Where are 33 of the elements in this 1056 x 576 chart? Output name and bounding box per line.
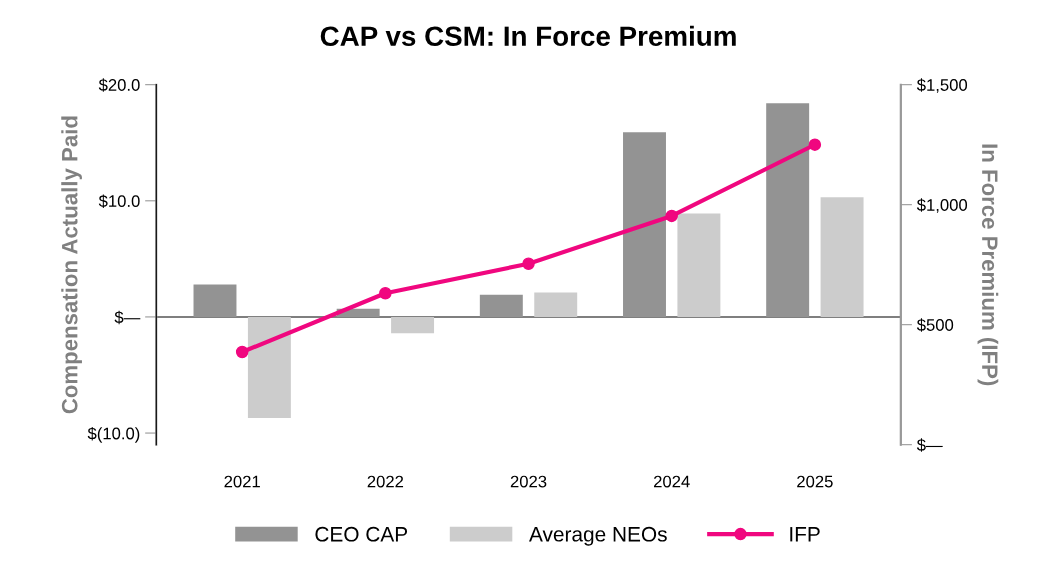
bar — [479, 294, 523, 317]
bar — [193, 284, 237, 317]
x-tick-label: 2021 — [224, 475, 260, 488]
legend-label: CEO CAP — [315, 526, 408, 542]
point — [522, 257, 535, 270]
y-tick-label: $20.0 — [98, 78, 140, 92]
point — [235, 345, 249, 359]
y-tick-label: $(10.0) — [87, 426, 140, 443]
legend-label: Average NEOs — [529, 526, 667, 546]
y-tick-label: $— — [114, 310, 141, 325]
bar — [820, 197, 864, 317]
point — [665, 209, 678, 223]
bar — [391, 316, 435, 334]
y2-tick-label: $500 — [916, 318, 954, 332]
y2-axis-title: In Force Premium (IFP) — [977, 144, 999, 386]
x-tick-label: 2024 — [654, 475, 690, 488]
y-axis-title: Compensation Actually Paid — [61, 116, 82, 414]
x-tick-label: 2022 — [367, 475, 404, 488]
bar — [623, 132, 666, 317]
x-tick-label: 2025 — [797, 475, 833, 488]
y2-tick-label: $1,000 — [916, 198, 968, 213]
y2-tick-label: $— — [916, 438, 943, 452]
y-tick-label: $10.0 — [98, 194, 140, 208]
point — [808, 138, 822, 151]
x-tick-label: 2023 — [510, 475, 547, 488]
point — [379, 286, 392, 300]
bar — [247, 316, 291, 418]
bar — [677, 213, 721, 317]
y2-tick-label: $1,500 — [916, 78, 968, 93]
chart-title: CAP vs CSM: In Force Premium — [320, 25, 736, 47]
bar — [766, 103, 810, 317]
bar — [534, 292, 578, 317]
legend-label: IFP — [790, 527, 820, 542]
